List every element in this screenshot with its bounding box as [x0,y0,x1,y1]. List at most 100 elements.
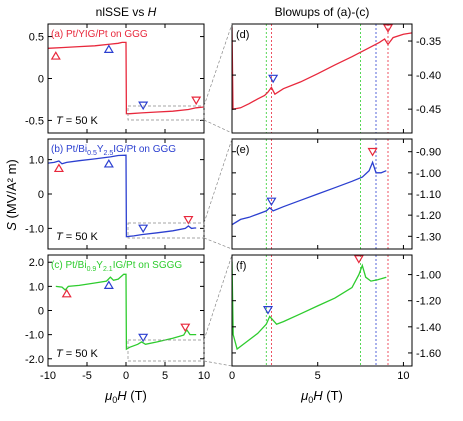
y-tick-label: -0.40 [416,70,441,82]
temperature-label: T = 50 K [56,115,99,127]
y-tick-label: -1.20 [416,210,441,222]
x-label-unit: (T) [323,388,343,403]
triangle-marker-down [138,333,149,343]
panel-label-d: (d) [236,29,249,41]
zoom-connector [203,119,233,134]
y-tick-label: -1.0 [25,223,44,235]
y-label-symbol: S [4,218,19,230]
x-label-sub: 0 [112,395,117,405]
x-tick-label: 0 [229,370,235,382]
y-tick-label: 1.0 [29,155,44,167]
panel-label-b: (b) Pt/Bi0.5Y2.5IG/Pt on GGG [51,144,176,157]
y-tick-label: 0.5 [29,32,44,44]
left-title-var: H [148,5,157,19]
y-tick-label: -1.10 [416,189,441,201]
panel-label-a: (a) Pt/YIG/Pt on GGG [51,29,148,40]
x-label-var: H [313,388,323,403]
axis-labels: μ0H (T) μ0H (T)S (MV/A² m) [4,159,343,405]
temperature-var: T [56,115,64,127]
y-axis-label: S (MV/A² m) [4,159,19,231]
y-tick-label: -2.0 [25,354,44,366]
x-tick-label: 10 [198,370,210,382]
y-tick-label: 0 [38,74,44,86]
triangle-marker-down [183,215,194,225]
label-part: Y [97,144,104,155]
triangle-marker-down [353,255,364,264]
y-tick-label: -1.30 [416,231,441,243]
panel-frame [231,23,413,134]
label-subscript: 0.5 [87,150,97,157]
zoom-connector [203,237,233,250]
panel-b: 1.0 0 -1.0 (b) Pt/Bi0.5Y2.5IG/Pt on GGG T = … [25,138,205,250]
panel-label-e: (e) [236,144,249,156]
x-tick-label: 10 [397,370,409,382]
triangle-marker-down [367,147,378,157]
y-tick-label: -0.35 [416,36,441,48]
y-tick-label: -1.60 [416,348,441,360]
temperature-label: T = 50 K [56,231,99,243]
temperature-var: T [56,231,64,243]
triangle-marker-up [50,51,61,60]
y-tick-label: 0 [38,189,44,201]
x-tick-label: 5 [315,370,321,382]
label-part: IG/Pt on SGGG [113,260,183,271]
label-part: (b) Pt/Bi [51,144,87,155]
triangle-marker-down [138,101,149,111]
panel-e: -0.90 -1.00 -1.10 -1.20 -1.30 (e) [231,138,441,250]
x-tick-label: -5 [82,370,92,382]
panel-frame [231,254,413,367]
series-line-f [232,261,387,351]
temperature-value: = 50 K [63,115,99,127]
triangle-marker-up [103,280,114,289]
temperature-label: T = 50 K [56,348,99,360]
triangle-marker-down [138,224,149,234]
triangle-marker-down [382,24,394,33]
y-tick-label: -0.5 [25,115,44,127]
label-part: Y [96,260,103,271]
x-tick-label: -10 [40,370,56,382]
x-label-var: H [117,388,127,403]
zoom-connector-lines [127,23,233,367]
zoom-region-box [127,339,205,362]
x-label-mu: μ [104,388,112,403]
panel-label-c: (c) Pt/Bi0.9Y2.1IG/Pt on SGGG [51,260,182,273]
x-tick-label: 0 [123,370,129,382]
figure-titles: nlSSE vs H Blowups of (a)-(c) [96,5,370,19]
x-label-unit: (T) [127,388,147,403]
zoom-connector [203,360,233,367]
zoom-connector [203,23,233,107]
zoom-region-box [127,105,205,121]
panel-f: 0 5 10 -1.00 -1.20 -1.40 -1.60 (f) [229,254,441,382]
series-line-e [232,160,387,226]
x-label-sub: 0 [308,395,313,405]
x-axis-label: μ0H (T) [104,388,147,405]
triangle-marker-up [103,158,114,168]
panel-frame [231,138,413,250]
triangle-marker-down [268,74,279,84]
y-tick-label: -0.45 [416,104,441,116]
label-subscript: 0.9 [87,266,97,273]
y-tick-label: -1.00 [416,270,441,282]
left-title-text: nlSSE vs [96,5,148,19]
triangle-marker-up [103,44,114,53]
y-tick-label: 1.0 [29,281,44,293]
panel-label-f: (f) [236,260,246,272]
right-title: Blowups of (a)-(c) [275,5,370,19]
y-tick-label: 0 [38,306,44,318]
x-label-mu: μ [300,388,308,403]
y-tick-label: -1.00 [416,168,441,180]
triangle-marker-down [191,96,202,106]
series-line-b [48,154,197,238]
y-tick-label: -1.40 [416,322,441,334]
y-tick-label: -1.20 [416,296,441,308]
y-tick-label: -0.90 [416,147,441,159]
y-tick-label: 2.0 [29,257,44,269]
temperature-value: = 50 K [63,348,99,360]
triangle-marker-down [180,323,191,333]
zoom-connector [203,138,233,224]
triangle-marker-up [61,288,72,298]
left-title: nlSSE vs H [96,5,157,19]
series-line-c [55,273,197,351]
label-part: (c) Pt/Bi [51,260,87,271]
